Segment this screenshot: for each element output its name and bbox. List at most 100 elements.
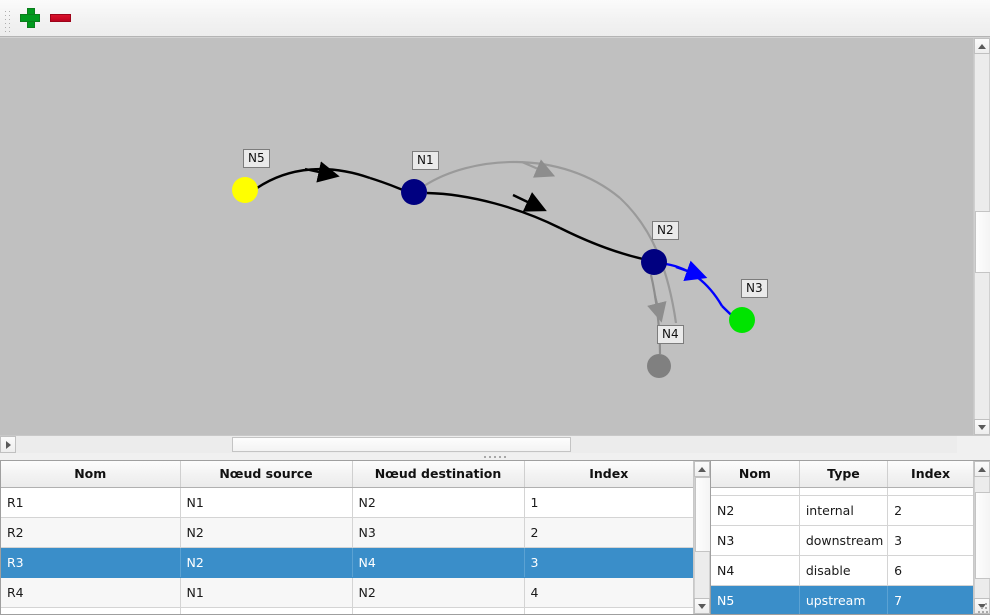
- table-row[interactable]: N2 internal 2: [711, 495, 973, 526]
- graph-node-N1[interactable]: [401, 179, 427, 205]
- table-row[interactable]: R4 N1 N2 4: [1, 577, 693, 608]
- relations-panel: Nom Nœud source Nœud destination Index R…: [0, 460, 710, 615]
- table-row-clipped[interactable]: [711, 487, 973, 496]
- edge-R1[interactable]: [426, 191, 644, 261]
- cell-nom[interactable]: R2: [1, 517, 181, 548]
- cell-index[interactable]: 2: [524, 517, 693, 548]
- scroll-up-button[interactable]: [974, 38, 990, 54]
- cell-type[interactable]: upstream: [799, 585, 889, 614]
- column-header-index[interactable]: Index: [887, 461, 973, 488]
- cell-type[interactable]: downstream: [799, 525, 889, 556]
- relations-header-row: Nom Nœud source Nœud destination Index: [1, 461, 693, 488]
- cell-destination[interactable]: N2: [352, 487, 525, 518]
- cell-index[interactable]: 3: [524, 547, 693, 578]
- toolbar-drag-handle[interactable]: [3, 7, 12, 29]
- horizontal-splitter[interactable]: [0, 453, 990, 460]
- cell-destination[interactable]: N3: [352, 517, 525, 548]
- cell-index[interactable]: 1: [524, 487, 693, 518]
- cell-destination[interactable]: N4: [352, 547, 525, 578]
- tables-area: Nom Nœud source Nœud destination Index R…: [0, 460, 990, 615]
- relations-vscroll-thumb[interactable]: [695, 477, 710, 553]
- graph-node-N3[interactable]: [729, 307, 755, 333]
- cell-nom[interactable]: N3: [711, 525, 800, 556]
- canvas-vertical-scrollbar[interactable]: [973, 38, 990, 435]
- add-button[interactable]: [15, 3, 45, 33]
- node-label-N2[interactable]: N2: [652, 221, 679, 240]
- graph-node-N4[interactable]: [647, 354, 671, 378]
- nodes-scroll-down-button[interactable]: [974, 598, 990, 614]
- relations-table-viewport[interactable]: Nom Nœud source Nœud destination Index R…: [1, 461, 693, 614]
- plus-icon: [20, 8, 40, 28]
- cell-nom[interactable]: R3: [1, 547, 181, 578]
- nodes-scroll-up-button[interactable]: [974, 461, 990, 477]
- canvas-hscroll-thumb[interactable]: [232, 437, 572, 452]
- cell-source[interactable]: N2: [180, 517, 353, 548]
- relations-scroll-down-button[interactable]: [694, 598, 710, 614]
- graph-node-N2[interactable]: [641, 249, 667, 275]
- node-label-N5[interactable]: N5: [243, 149, 270, 168]
- edge-R4[interactable]: [423, 159, 678, 324]
- cell-source[interactable]: N2: [180, 547, 353, 578]
- nodes-vscroll-track[interactable]: [974, 477, 990, 598]
- table-row[interactable]: R2 N2 N3 2: [1, 517, 693, 548]
- cell-nom[interactable]: N5: [711, 585, 800, 614]
- chevron-up-icon: [978, 466, 986, 472]
- nodes-vscroll-thumb[interactable]: [975, 491, 990, 579]
- cell-index[interactable]: 3: [887, 525, 973, 556]
- relations-vertical-scrollbar[interactable]: [693, 461, 710, 614]
- cell-index[interactable]: 2: [887, 495, 973, 526]
- cell-destination[interactable]: N2: [352, 577, 525, 608]
- edge-N5-N1[interactable]: [256, 161, 404, 192]
- scroll-right-button[interactable]: [0, 436, 16, 453]
- chevron-up-icon: [698, 466, 706, 472]
- node-label-N3[interactable]: N3: [741, 279, 768, 298]
- nodes-vertical-scrollbar[interactable]: [973, 461, 990, 614]
- table-row-selected[interactable]: R3 N2 N4 3: [1, 547, 693, 578]
- canvas-horizontal-scrollbar[interactable]: [0, 435, 990, 453]
- nodes-table: Nom Type Index: [711, 461, 973, 614]
- window-resize-grip[interactable]: [978, 603, 988, 613]
- cell-index[interactable]: 6: [887, 555, 973, 586]
- edge-R3[interactable]: [647, 274, 667, 355]
- node-label-N1[interactable]: N1: [412, 151, 439, 170]
- node-label-N4[interactable]: N4: [657, 325, 684, 344]
- nodes-table-viewport[interactable]: Nom Type Index: [711, 461, 973, 614]
- edge-R2[interactable]: [665, 260, 736, 319]
- cell-index[interactable]: 7: [887, 585, 973, 614]
- nodes-scrollport: Nom Type Index: [710, 460, 990, 615]
- cell-nom[interactable]: N2: [711, 495, 800, 526]
- scroll-down-button[interactable]: [974, 419, 990, 435]
- column-header-nom[interactable]: Nom: [711, 461, 800, 488]
- nodes-panel: Nom Type Index: [710, 460, 990, 615]
- relations-scroll-up-button[interactable]: [694, 461, 710, 477]
- cell-nom[interactable]: N4: [711, 555, 800, 586]
- canvas-vscroll-thumb[interactable]: [975, 210, 990, 273]
- graph-svg: [232, 159, 755, 378]
- canvas-vscroll-track[interactable]: [974, 54, 990, 419]
- column-header-index[interactable]: Index: [524, 461, 693, 488]
- cell-nom[interactable]: R4: [1, 577, 181, 608]
- cell-type[interactable]: disable: [799, 555, 889, 586]
- cell-index[interactable]: 4: [524, 577, 693, 608]
- table-row[interactable]: R1 N1 N2 1: [1, 487, 693, 518]
- cell-source[interactable]: N1: [180, 487, 353, 518]
- column-header-source[interactable]: Nœud source: [180, 461, 353, 488]
- cell-type[interactable]: internal: [799, 495, 889, 526]
- cell-nom[interactable]: R1: [1, 487, 181, 518]
- table-row-selected[interactable]: N5 upstream 7: [711, 585, 973, 614]
- relations-scrollport: Nom Nœud source Nœud destination Index R…: [0, 460, 710, 615]
- graph-canvas[interactable]: N5 N1 N2 N3 N4: [0, 37, 990, 435]
- scrollbar-corner: [973, 436, 990, 453]
- column-header-destination[interactable]: Nœud destination: [352, 461, 525, 488]
- relations-table: Nom Nœud source Nœud destination Index R…: [1, 461, 693, 614]
- graph-node-N5[interactable]: [232, 177, 258, 203]
- canvas-hscroll-track[interactable]: [16, 436, 957, 453]
- remove-button[interactable]: [45, 3, 75, 33]
- relations-vscroll-track[interactable]: [694, 477, 710, 598]
- table-row[interactable]: N3 downstream 3: [711, 525, 973, 556]
- column-header-nom[interactable]: Nom: [1, 461, 181, 488]
- column-header-type[interactable]: Type: [799, 461, 889, 488]
- table-row[interactable]: N4 disable 6: [711, 555, 973, 586]
- cell-source[interactable]: N1: [180, 577, 353, 608]
